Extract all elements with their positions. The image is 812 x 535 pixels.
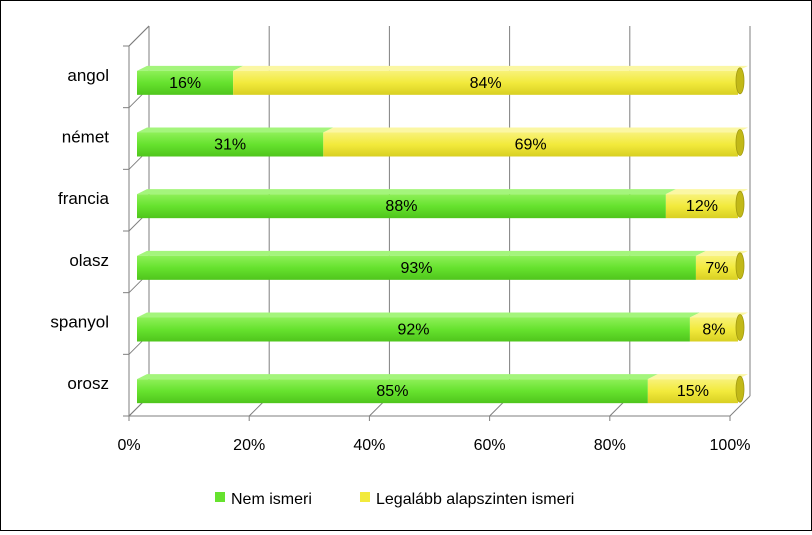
bar-end-cap-nemet xyxy=(735,129,745,156)
bar-angol-legalabb-alapszinten-ismeri xyxy=(233,70,738,95)
value-label-olasz-nem-ismeri: 93% xyxy=(400,260,432,277)
side-wall-divider xyxy=(128,25,150,47)
legend: Nem ismeri Legalább alapszinten ismeri xyxy=(215,491,574,508)
bars xyxy=(137,65,748,404)
category-label-angol: angol xyxy=(67,66,109,85)
bar-nemet-legalabb-alapszinten-ismeri xyxy=(323,132,738,157)
value-label-nemet-nem-ismeri: 31% xyxy=(214,137,246,154)
category-label-olasz: olasz xyxy=(69,251,109,270)
value-label-spanyol-legalabb-alapszinten-ismeri: 8% xyxy=(702,322,725,339)
bar-top-orosz-legalabb-alapszinten-ismeri xyxy=(647,374,748,380)
bar-top-nemet-legalabb-alapszinten-ismeri xyxy=(323,127,748,133)
bar-end-cap-orosz xyxy=(735,375,745,403)
category-label-spanyol: spanyol xyxy=(50,313,109,332)
bar-spanyol-legalabb-alapszinten-ismeri xyxy=(689,317,738,342)
value-label-francia-legalabb-alapszinten-ismeri: 12% xyxy=(686,198,718,215)
bar-orosz-legalabb-alapszinten-ismeri xyxy=(647,379,738,404)
bar-francia-nem-ismeri xyxy=(137,194,666,219)
bar-top-francia-legalabb-alapszinten-ismeri xyxy=(665,189,748,195)
bar-top-olasz-legalabb-alapszinten-ismeri xyxy=(695,250,748,256)
x-tick-label: 80% xyxy=(594,437,626,454)
value-label-spanyol-nem-ismeri: 92% xyxy=(397,322,429,339)
legend-label-nem-ismeri: Nem ismeri xyxy=(231,491,312,508)
bar-top-francia-nem-ismeri xyxy=(137,189,676,195)
category-label-francia: francia xyxy=(58,189,110,208)
x-tick-label: 40% xyxy=(353,437,385,454)
x-tick-label: 100% xyxy=(710,437,751,454)
tick-labels: 0% 20% 40% 60% 80% 100% xyxy=(117,437,750,454)
value-label-orosz-legalabb-alapszinten-ismeri: 15% xyxy=(677,383,709,400)
bar-end-cap-francia xyxy=(735,190,745,218)
bar-olasz-nem-ismeri xyxy=(137,255,696,280)
x-tick-label: 60% xyxy=(474,437,506,454)
value-labels: 16% 84% 31% 69% 88% 12% 93% 7% 92% 8% 85% 15% xyxy=(169,75,728,400)
bar-top-nemet-nem-ismeri xyxy=(137,127,334,133)
value-label-angol-legalabb-alapszinten-ismeri: 84% xyxy=(470,75,502,92)
x-tick-label: 0% xyxy=(117,437,140,454)
legend-label-legalabb: Legalább alapszinten ismeri xyxy=(376,491,574,508)
bar-francia-legalabb-alapszinten-ismeri xyxy=(665,194,738,219)
bar-end-cap-spanyol xyxy=(735,314,745,341)
bar-olasz-legalabb-alapszinten-ismeri xyxy=(695,255,738,280)
category-label-orosz: orosz xyxy=(67,374,109,393)
bar-angol-nem-ismeri xyxy=(137,70,234,95)
bar-top-spanyol-nem-ismeri xyxy=(137,312,700,318)
bar-top-spanyol-legalabb-alapszinten-ismeri xyxy=(689,312,748,318)
value-label-orosz-nem-ismeri: 85% xyxy=(376,383,408,400)
bar-nemet-nem-ismeri xyxy=(137,132,324,157)
bar-top-olasz-nem-ismeri xyxy=(137,250,706,256)
bar-end-cap-angol xyxy=(735,67,745,95)
legend-swatch-legalabb xyxy=(360,492,370,502)
bar-orosz-nem-ismeri xyxy=(137,379,648,404)
bar-top-orosz-nem-ismeri xyxy=(137,374,658,380)
bar-top-angol-legalabb-alapszinten-ismeri xyxy=(233,65,748,71)
category-labels: angol német francia olasz spanyol orosz xyxy=(50,66,109,393)
legend-swatch-nem-ismeri xyxy=(215,492,225,502)
category-label-nemet: német xyxy=(62,128,110,147)
bar-spanyol-nem-ismeri xyxy=(137,317,690,342)
x-tick-label: 20% xyxy=(233,437,265,454)
value-label-angol-nem-ismeri: 16% xyxy=(169,75,201,92)
bar-top-angol-nem-ismeri xyxy=(137,65,244,71)
value-label-olasz-legalabb-alapszinten-ismeri: 7% xyxy=(705,260,728,277)
bar-end-cap-olasz xyxy=(735,252,745,280)
value-label-nemet-legalabb-alapszinten-ismeri: 69% xyxy=(515,137,547,154)
floor-gridline xyxy=(729,395,751,417)
value-label-francia-nem-ismeri: 88% xyxy=(385,198,417,215)
